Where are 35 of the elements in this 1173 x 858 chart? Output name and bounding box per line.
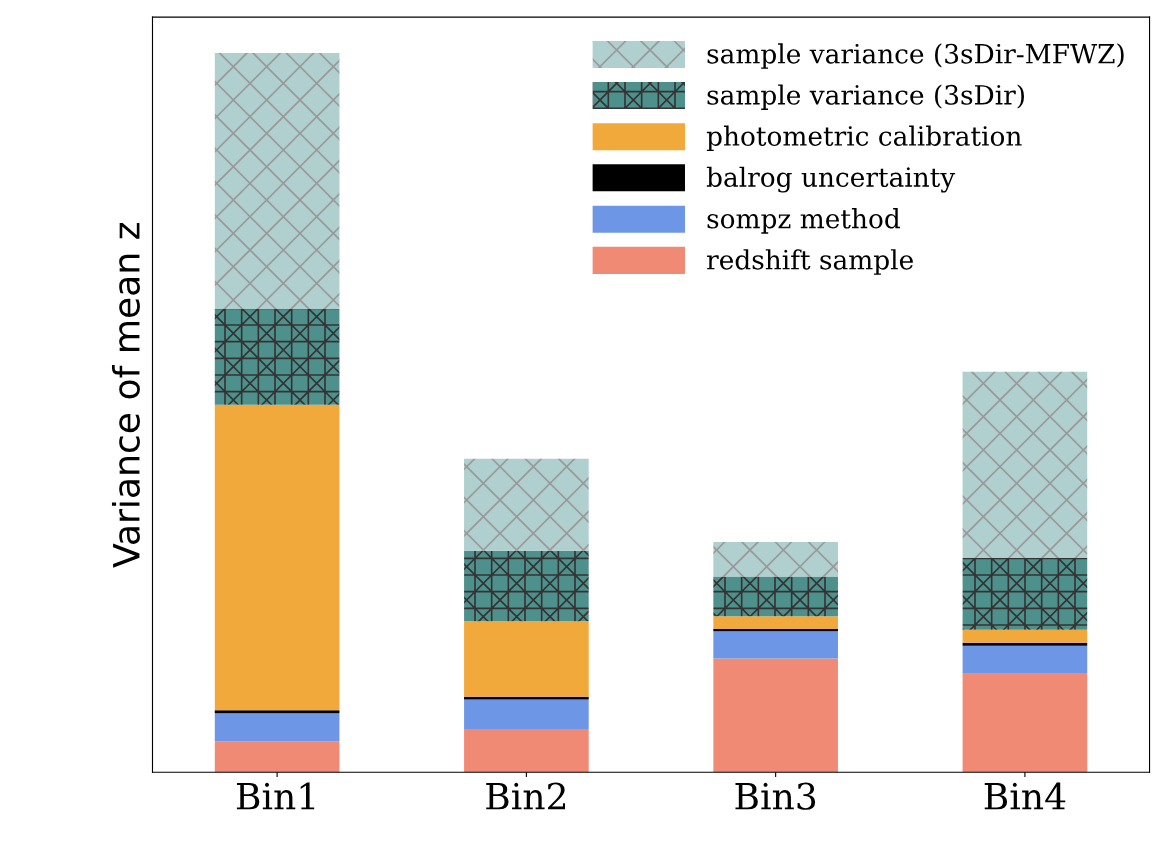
bar [713,629,838,632]
bar [214,713,340,742]
bar [962,557,1088,630]
bar [214,710,340,714]
bar [464,550,589,622]
bar [713,576,838,617]
bar [713,542,838,577]
bar [962,371,1088,558]
legend-label: balrog uncertainty [706,166,956,193]
legend-label: photometric calibration [706,125,1022,152]
bar [464,699,589,730]
legend-label: redshift sample [707,249,913,275]
legend-label: sample variance (3sDir) [707,84,1024,110]
bar [962,629,1088,643]
bar [713,631,838,659]
bar [962,645,1088,674]
x-tick-label: Bin3 [735,782,816,810]
legend-label: sample variance (3sDir-MFWZ) [707,43,1124,69]
bar [214,741,340,773]
bar [713,616,838,630]
bar [464,621,589,697]
bar [713,658,838,773]
bar [214,309,340,405]
bar [214,404,340,711]
bar [962,642,1088,646]
bar [962,673,1088,773]
bar [464,696,589,700]
legend-label: sompz method [707,208,900,234]
bar [464,458,589,551]
x-tick-label: Bin1 [236,782,315,810]
bar [214,53,340,310]
bar [464,729,589,773]
y-axis-title: Variance of mean z [111,222,140,568]
x-tick-label: Bin4 [984,782,1066,810]
x-tick-label: Bin2 [486,782,565,810]
